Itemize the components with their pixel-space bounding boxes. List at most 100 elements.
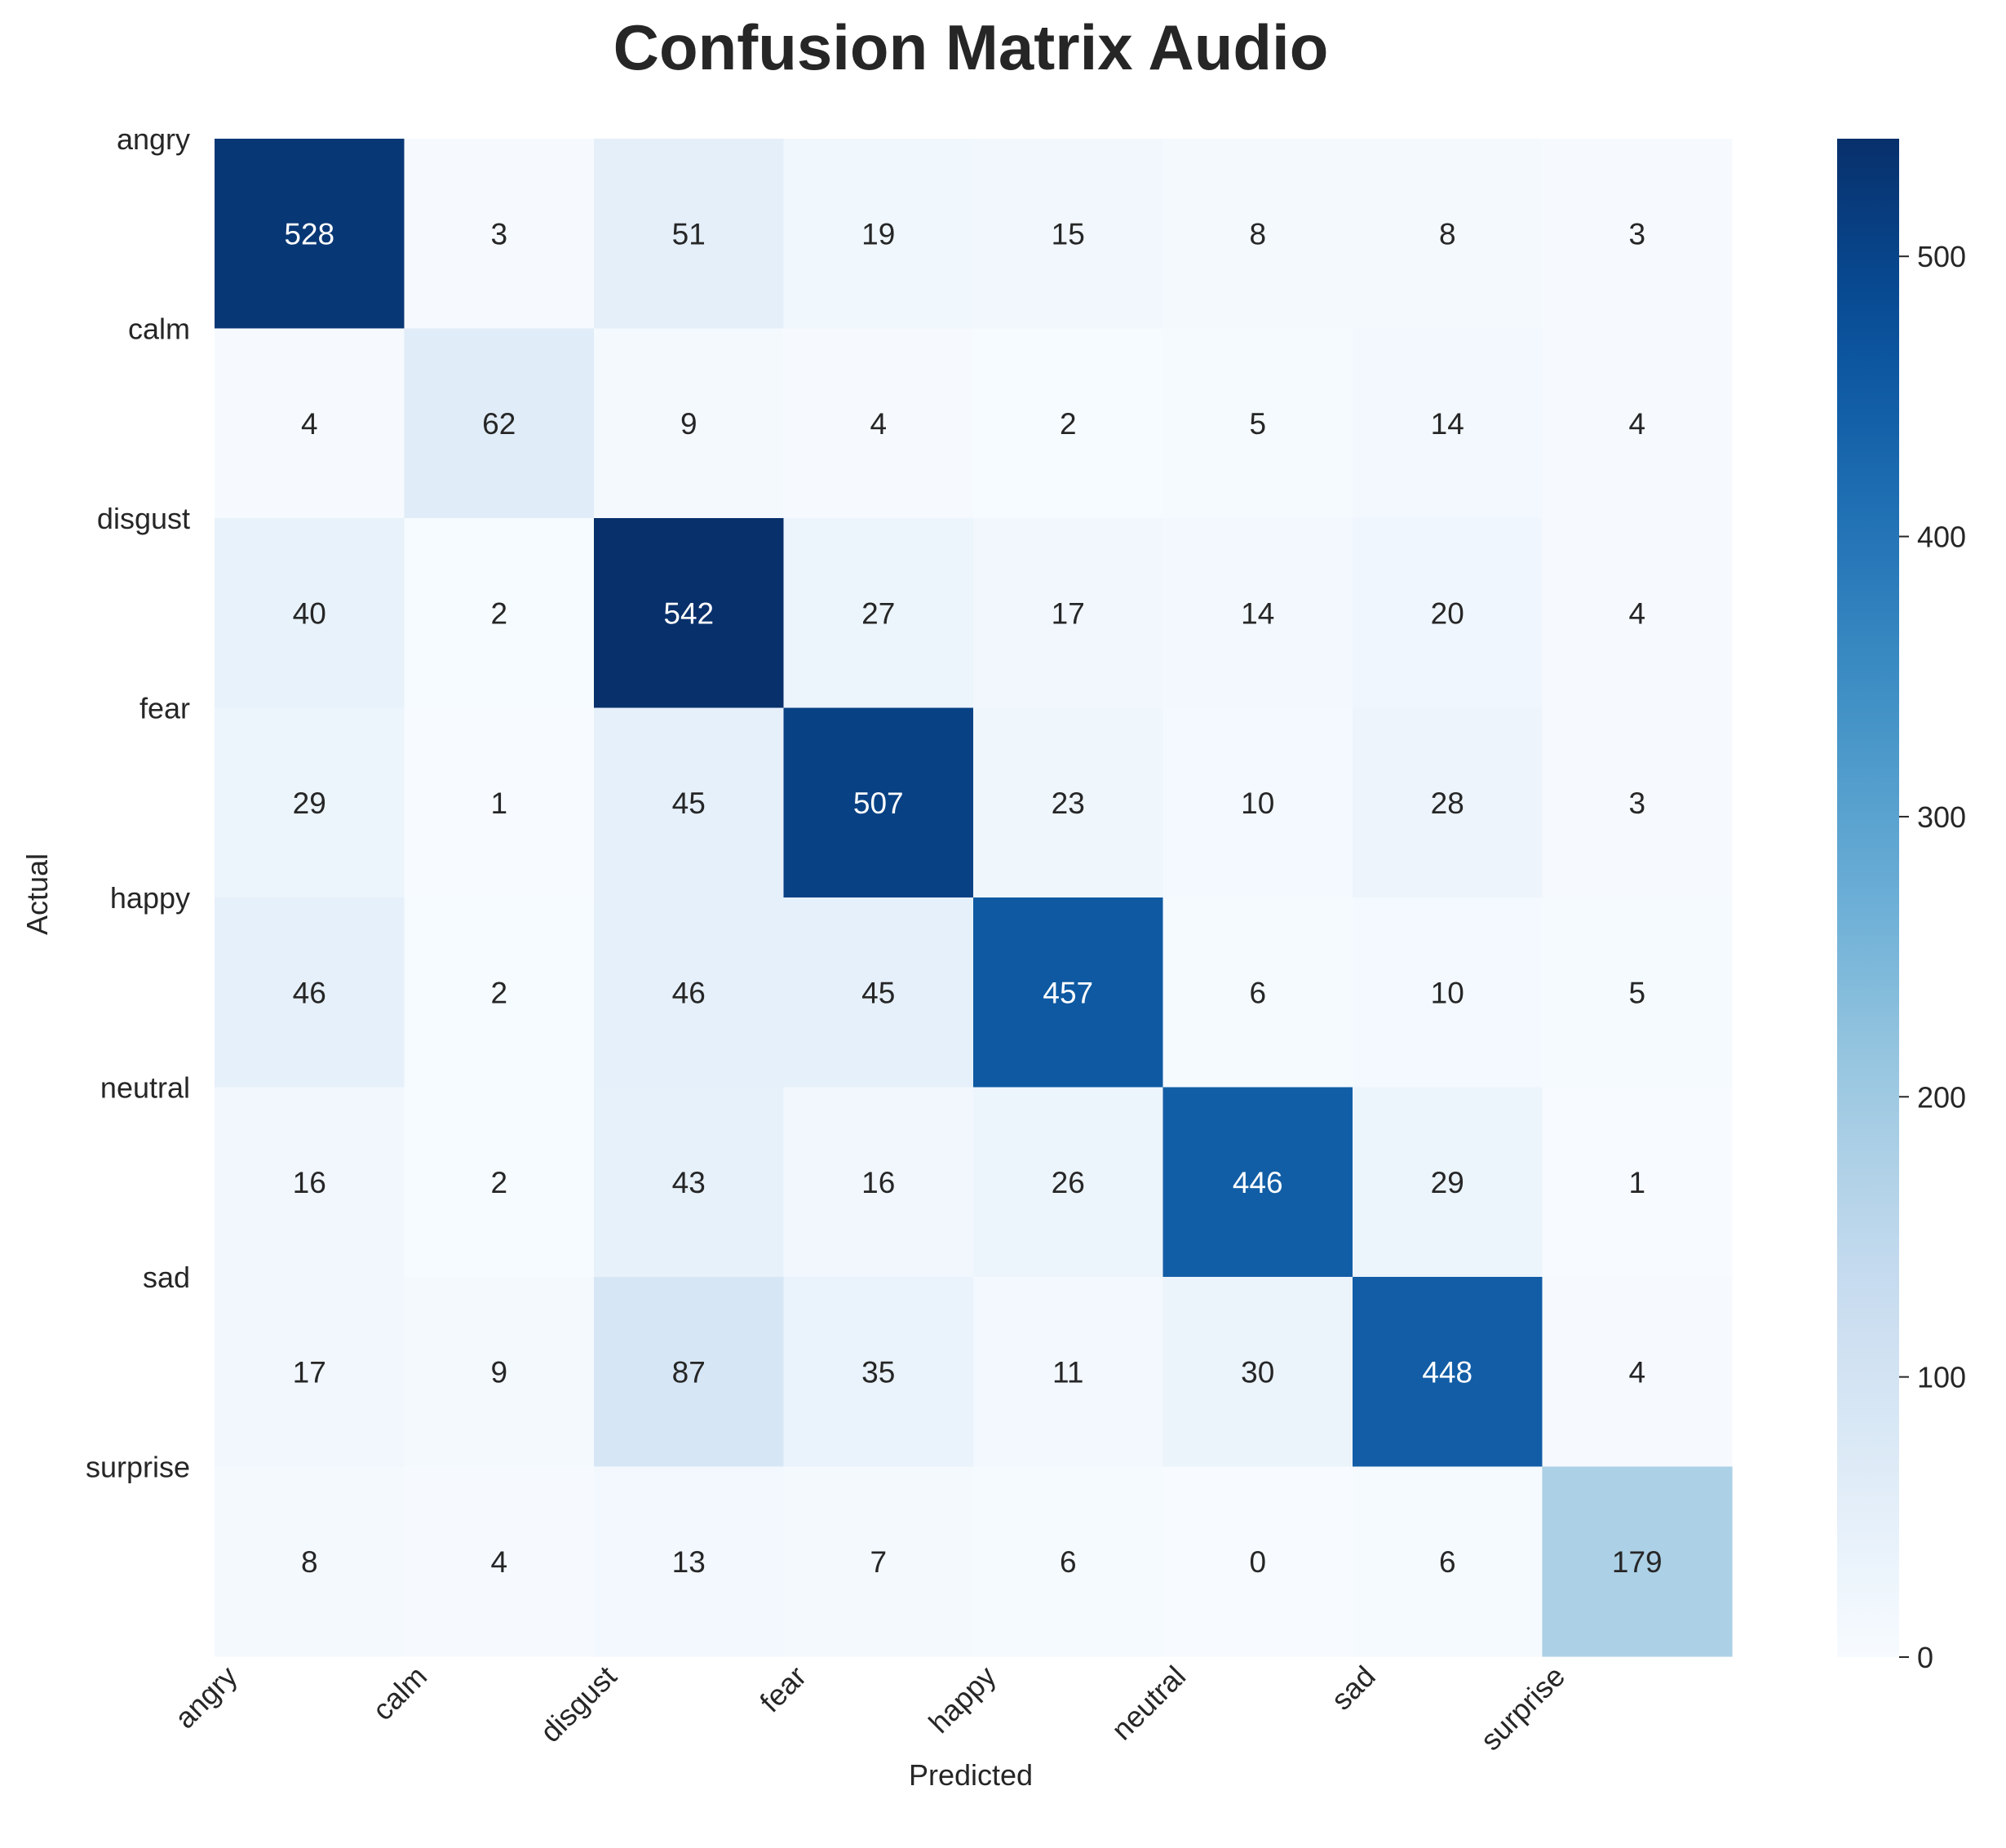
cell-value-fear-angry: 29	[293, 787, 326, 820]
cell-value-fear-surprise: 3	[1628, 787, 1645, 820]
cell-value-happy-angry: 46	[293, 976, 326, 1009]
heatmap-cell-sad-neutral	[1162, 1277, 1353, 1468]
heatmap-cell-neutral-disgust	[594, 1087, 785, 1278]
cell-value-disgust-neutral: 14	[1241, 596, 1274, 630]
x-tick-label-fear: fear	[753, 1660, 813, 1719]
heatmap-cell-surprise-calm	[404, 1466, 595, 1657]
x-tick-label-sad: sad	[1325, 1660, 1382, 1717]
heatmap-cell-disgust-happy	[973, 518, 1164, 709]
cell-value-calm-calm: 62	[482, 407, 516, 441]
heatmap-cell-neutral-angry	[215, 1087, 405, 1278]
cell-value-neutral-surprise: 1	[1628, 1166, 1645, 1199]
cell-value-disgust-fear: 27	[861, 596, 895, 630]
cell-value-disgust-happy: 17	[1052, 596, 1085, 630]
x-tick-label-neutral: neutral	[1105, 1660, 1192, 1747]
heatmap-cell-disgust-fear	[783, 518, 974, 709]
heatmap-cell-disgust-sad	[1353, 518, 1543, 709]
heatmap-cell-calm-neutral	[1162, 328, 1353, 519]
cell-value-angry-surprise: 3	[1628, 217, 1645, 250]
heatmap-cell-happy-surprise	[1542, 897, 1733, 1088]
y-axis-label: Actual	[20, 853, 54, 935]
colorbar-tick-label: 300	[1917, 800, 1966, 834]
heatmap-cells	[215, 139, 1733, 1657]
cell-value-calm-angry: 4	[301, 407, 318, 441]
cell-value-disgust-disgust: 542	[663, 596, 714, 630]
colorbar-tick-label: 400	[1917, 521, 1966, 554]
heatmap-cell-fear-fear	[783, 707, 974, 898]
heatmap-cell-fear-sad	[1353, 707, 1543, 898]
cell-value-calm-neutral: 5	[1249, 407, 1266, 441]
y-tick-label-angry: angry	[117, 122, 190, 156]
x-tick-label-calm: calm	[365, 1660, 433, 1727]
heatmap-cell-surprise-sad	[1353, 1466, 1543, 1657]
cell-value-happy-calm: 2	[490, 976, 507, 1009]
colorbar-tick-label: 100	[1917, 1361, 1966, 1394]
heatmap-cell-sad-disgust	[594, 1277, 785, 1468]
heatmap-cell-surprise-fear	[783, 1466, 974, 1657]
cell-value-fear-disgust: 45	[672, 787, 706, 820]
heatmap-cell-neutral-sad	[1353, 1087, 1543, 1278]
y-tick-label-sad: sad	[143, 1261, 190, 1294]
cell-value-happy-fear: 45	[861, 976, 895, 1009]
x-tick-labels: angry calm disgust fear happy neutral sad surpr…	[168, 1660, 1571, 1757]
chart-title: Confusion Matrix Audio	[613, 11, 1329, 83]
heatmap-cell-sad-happy	[973, 1277, 1164, 1468]
cell-value-neutral-fear: 16	[861, 1166, 895, 1199]
cell-value-calm-happy: 2	[1060, 407, 1077, 441]
heatmap-cell-calm-surprise	[1542, 328, 1733, 519]
heatmap-cell-calm-angry	[215, 328, 405, 519]
heatmap-cell-surprise-surprise	[1542, 1466, 1733, 1657]
y-tick-label-disgust: disgust	[97, 502, 190, 535]
cell-value-angry-angry: 528	[284, 217, 334, 250]
heatmap-cell-disgust-angry	[215, 518, 405, 709]
heatmap-cell-surprise-neutral	[1162, 1466, 1353, 1657]
cell-value-neutral-calm: 2	[490, 1166, 507, 1199]
heatmap-cell-fear-surprise	[1542, 707, 1733, 898]
heatmap-cell-happy-calm	[404, 897, 595, 1088]
heatmap-cell-calm-sad	[1353, 328, 1543, 519]
cell-value-angry-happy: 15	[1052, 217, 1085, 250]
cell-value-happy-surprise: 5	[1628, 976, 1645, 1009]
y-tick-label-fear: fear	[139, 692, 190, 725]
cell-value-surprise-happy: 6	[1060, 1545, 1077, 1579]
heatmap-cell-labels: 528 3 51 19 15 8 8 34 62 9 4 2 5 14 440 2 542 27 17 14 20 429…	[284, 217, 1662, 1579]
heatmap-cell-calm-disgust	[594, 328, 785, 519]
cell-value-calm-disgust: 9	[680, 407, 697, 441]
heatmap-cell-surprise-disgust	[594, 1466, 785, 1657]
cell-value-neutral-happy: 26	[1052, 1166, 1085, 1199]
colorbar-tick-label: 0	[1917, 1641, 1933, 1674]
heatmap-cell-sad-fear	[783, 1277, 974, 1468]
x-axis-label: Predicted	[909, 1758, 1033, 1792]
heatmap-cell-fear-calm	[404, 707, 595, 898]
cell-value-angry-fear: 19	[861, 217, 895, 250]
colorbar	[1837, 139, 1899, 1657]
heatmap-cell-fear-happy	[973, 707, 1164, 898]
cell-value-calm-surprise: 4	[1628, 407, 1645, 441]
cell-value-sad-surprise: 4	[1628, 1355, 1645, 1389]
y-tick-label-surprise: surprise	[86, 1451, 190, 1484]
heatmap-cell-fear-neutral	[1162, 707, 1353, 898]
cell-value-disgust-angry: 40	[293, 596, 326, 630]
y-tick-label-neutral: neutral	[100, 1071, 190, 1105]
heatmap-cell-sad-surprise	[1542, 1277, 1733, 1468]
cell-value-neutral-neutral: 446	[1233, 1166, 1283, 1199]
heatmap-cell-neutral-surprise	[1542, 1087, 1733, 1278]
cell-value-neutral-angry: 16	[293, 1166, 326, 1199]
heatmap-cell-angry-sad	[1353, 139, 1543, 330]
heatmap-cell-neutral-fear	[783, 1087, 974, 1278]
cell-value-fear-fear: 507	[853, 787, 904, 820]
cell-value-happy-sad: 10	[1431, 976, 1464, 1009]
x-tick-label-angry: angry	[168, 1660, 244, 1735]
heatmap-cell-angry-surprise	[1542, 139, 1733, 330]
heatmap-cell-sad-sad	[1353, 1277, 1543, 1468]
cell-value-fear-sad: 28	[1431, 787, 1464, 820]
cell-value-angry-neutral: 8	[1249, 217, 1266, 250]
heatmap-cell-angry-neutral	[1162, 139, 1353, 330]
cell-value-sad-sad: 448	[1422, 1355, 1472, 1389]
heatmap-cell-angry-angry	[215, 139, 405, 330]
cell-value-surprise-fear: 7	[870, 1545, 887, 1579]
heatmap-cell-fear-disgust	[594, 707, 785, 898]
colorbar-tick-label: 500	[1917, 240, 1966, 273]
cell-value-disgust-surprise: 4	[1628, 596, 1645, 630]
heatmap-cell-happy-happy	[973, 897, 1164, 1088]
